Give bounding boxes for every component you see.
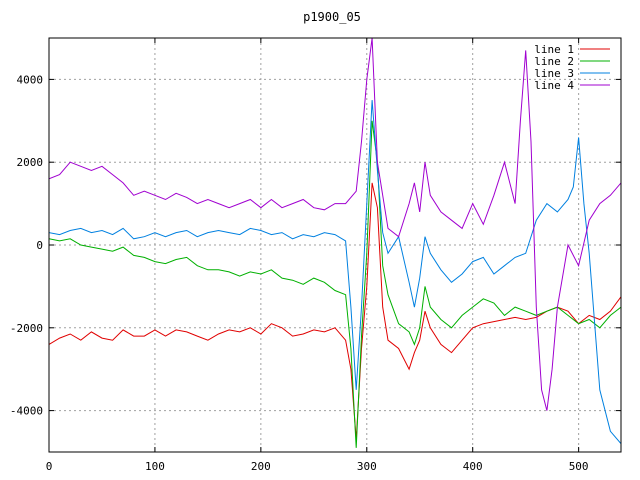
series-line-2 [49,120,621,448]
legend-label: line 1 [534,43,574,56]
plot-frame [48,37,622,453]
y-tick-label: -4000 [10,405,43,418]
chart-title: p1900_05 [303,10,361,24]
y-tick-label: -2000 [10,322,43,335]
y-tick-label: 2000 [17,156,44,169]
x-tick-label: 0 [46,460,53,473]
y-tick-label: 0 [36,239,43,252]
series-line-3 [49,100,621,445]
grid [49,38,621,452]
legend-label: line 3 [534,67,574,80]
series-layer [49,38,621,448]
x-tick-label: 100 [145,460,165,473]
legend-label: line 2 [534,55,574,68]
x-tick-label: 400 [463,460,483,473]
legend-label: line 4 [534,79,574,92]
x-tick-label: 300 [357,460,377,473]
series-line-4 [49,38,621,411]
y-tick-label: 4000 [17,73,44,86]
tick-labels: 0 100 200 300 400 500 -4000 -2000 0 2000 4000 [10,38,621,473]
x-tick-label: 200 [251,460,271,473]
x-tick-label: 500 [569,460,589,473]
series-line-1 [49,182,621,440]
